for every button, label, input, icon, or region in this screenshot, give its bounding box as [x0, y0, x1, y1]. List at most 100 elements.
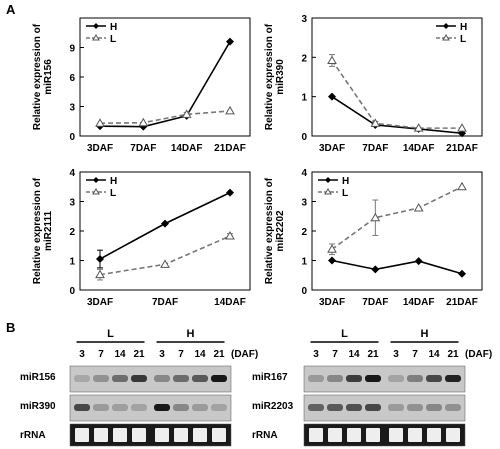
data-point-L — [370, 212, 381, 222]
lane-label: 3 — [313, 349, 319, 360]
x-tick-label: 21DAF — [214, 143, 246, 154]
y-tick-label: 3 — [301, 14, 307, 25]
blot-band — [365, 404, 381, 411]
blot-panel-2: L H 3 7 14 21 3 7 14 21 (DAF) miR167 miR2203 rRNA — [252, 328, 492, 447]
series-line-L — [99, 235, 231, 276]
series-line-L — [331, 186, 463, 250]
legend-marker — [93, 177, 99, 183]
y-tick-label: 2 — [69, 227, 75, 238]
y-axis-label: Relative expression ofmiR390 — [264, 23, 286, 130]
rrna-band — [389, 428, 403, 442]
chart-4: 0 1 2 3 4 3DAF 7DAF 14DAF 21DAF Relative expressi… — [264, 168, 483, 308]
data-point-H — [458, 269, 466, 278]
data-point-L — [327, 55, 337, 64]
lane-label: 3 — [393, 349, 399, 360]
blot-band — [407, 375, 423, 382]
series-line-H — [99, 41, 231, 128]
data-point-H — [226, 188, 234, 197]
y-tick-label: 4 — [301, 168, 307, 179]
x-tick-label: 3DAF — [319, 297, 345, 308]
blot-band — [407, 404, 423, 411]
data-point-L — [457, 181, 467, 191]
y-tick-label: 0 — [69, 286, 75, 297]
rrna-band — [113, 428, 127, 442]
data-point-L — [327, 244, 337, 253]
y-tick-label: 9 — [69, 44, 75, 55]
legend-marker — [324, 188, 332, 195]
blot-row-label: miR156 — [20, 372, 56, 383]
blot-band — [211, 404, 227, 411]
blot-band — [426, 404, 442, 411]
lane-label: 7 — [332, 349, 338, 360]
blot-band — [112, 404, 128, 411]
x-tick-label: 14DAF — [214, 297, 246, 308]
legend-marker — [92, 34, 100, 41]
blot-band — [154, 404, 170, 411]
legend-marker — [92, 188, 100, 195]
blot-band — [93, 404, 109, 411]
data-point-H — [161, 219, 169, 228]
data-point-L — [181, 109, 192, 118]
legend-label-H: H — [460, 22, 467, 33]
y-tick-label: 2 — [301, 53, 307, 64]
series-line-H — [331, 95, 463, 135]
blot-group-label-L: L — [341, 328, 348, 340]
rrna-band — [347, 428, 361, 442]
blot-band — [192, 375, 208, 382]
x-tick-label: 7DAF — [362, 143, 388, 154]
rrna-band — [408, 428, 422, 442]
y-tick-label: 1 — [301, 257, 307, 268]
x-tick-label: 21DAF — [446, 143, 478, 154]
blot-band — [388, 404, 404, 411]
data-point-L — [413, 202, 424, 212]
x-tick-label: 14DAF — [171, 143, 203, 154]
panel-label-b: B — [6, 320, 16, 335]
chart-1: 0 3 6 9 3DAF 7DAF 14DAF 21DAF Relative expressio… — [32, 17, 251, 154]
x-tick-label: 14DAF — [403, 143, 435, 154]
blot-strip — [69, 423, 232, 447]
legend-marker — [93, 23, 99, 29]
rrna-band — [446, 428, 460, 442]
data-point-L — [225, 231, 235, 240]
data-point-H — [226, 37, 234, 46]
blot-band — [388, 375, 404, 382]
x-tick-label: 21DAF — [446, 297, 478, 308]
chart-3: 0 1 2 3 4 3DAF 7DAF 14DAF Relative expression of… — [32, 168, 251, 308]
blot-band — [308, 404, 324, 411]
blot-row-label: rRNA — [20, 430, 46, 441]
blot-band — [346, 375, 362, 382]
rrna-band — [309, 428, 323, 442]
lane-label: 21 — [447, 349, 459, 360]
rrna-band — [193, 428, 207, 442]
lane-label: 7 — [412, 349, 418, 360]
y-tick-label: 3 — [69, 198, 75, 209]
y-tick-label: 1 — [69, 257, 75, 268]
y-tick-label: 4 — [69, 168, 75, 179]
legend-label-L: L — [342, 188, 348, 199]
rrna-band — [155, 428, 169, 442]
blot-row-label: rRNA — [252, 430, 278, 441]
blot-row-label: miR2203 — [252, 401, 294, 412]
legend-label-H: H — [342, 176, 349, 187]
blot-band — [308, 375, 324, 382]
blot-band — [445, 375, 461, 382]
blot-band — [112, 375, 128, 382]
y-axis-label: Relative expression ofmiR2111 — [32, 177, 54, 284]
x-tick-label: 7DAF — [152, 297, 178, 308]
blot-panel-1: L H 3 7 14 21 3 7 14 21 (DAF) miR156 miR390 rRNA — [20, 328, 258, 447]
series-line-H — [331, 259, 463, 275]
plot-frame — [79, 171, 251, 291]
blot-band — [346, 404, 362, 411]
x-tick-label: 3DAF — [87, 143, 113, 154]
lane-label: 14 — [428, 349, 440, 360]
data-point-L — [160, 259, 170, 268]
lane-label: 7 — [98, 349, 104, 360]
panel-label-a: A — [6, 2, 16, 17]
data-point-H — [371, 265, 380, 274]
lane-label: 21 — [213, 349, 225, 360]
blot-group-label-H: H — [421, 328, 429, 340]
legend-marker — [443, 23, 449, 29]
rrna-band — [174, 428, 188, 442]
y-tick-label: 1 — [301, 93, 307, 104]
